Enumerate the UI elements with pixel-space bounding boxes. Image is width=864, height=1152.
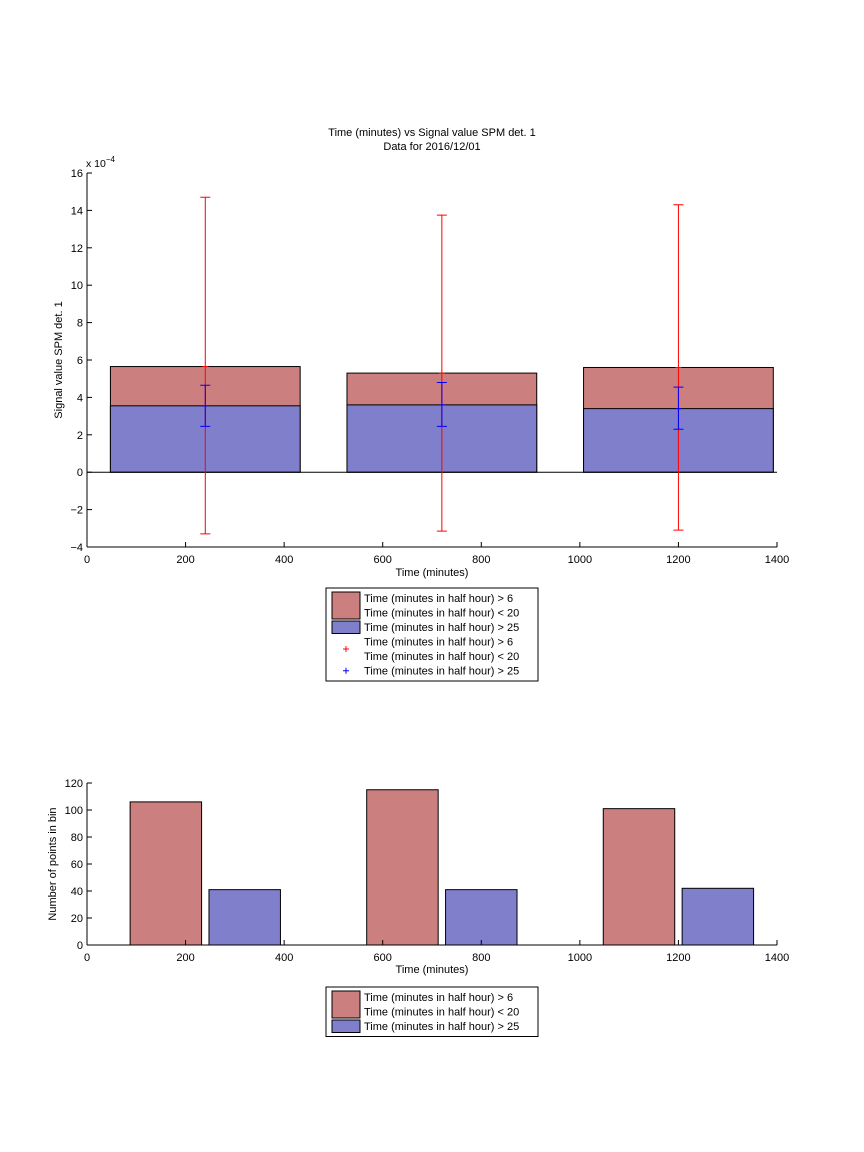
y-multiplier-base: x 10 [86, 158, 106, 170]
y-tick-label: 80 [71, 832, 83, 844]
bar [681, 887, 755, 946]
y-tick-label: 40 [71, 886, 83, 898]
x-tick-label: 400 [275, 952, 293, 964]
y-tick-label: 20 [71, 913, 83, 925]
x-tick-label: 800 [472, 952, 490, 964]
y-tick-label: 10 [71, 280, 83, 292]
bar [129, 801, 203, 946]
legend-label: Time (minutes in half hour) > 25 [364, 1021, 519, 1033]
y-tick-label: 0 [77, 940, 83, 952]
x-tick-label: 800 [472, 554, 490, 566]
y-tick-label: 8 [77, 318, 83, 330]
bar [445, 889, 518, 946]
y-tick-label: 4 [77, 392, 83, 404]
x-tick-label: 200 [176, 952, 194, 964]
legend-label: Time (minutes in half hour) > 6 [364, 593, 513, 605]
y-tick-label: 0 [77, 467, 83, 479]
x-tick-label: 1400 [765, 554, 789, 566]
bar [366, 789, 439, 946]
error-bar [673, 386, 684, 430]
error-bar [436, 381, 447, 427]
error-bar [200, 196, 211, 535]
count-chart: 0 200 400 600 800 1000 1200 1400 0 20 40 60 80 100 120… [47, 778, 789, 1037]
y-tick-label: 100 [65, 805, 83, 817]
bar [208, 889, 281, 946]
legend: Time (minutes in half hour) > 6 Time (min… [325, 986, 539, 1037]
plot-area: 0 200 400 600 800 1000 1200 1400 0 20 40 60 80 100 120 [65, 778, 790, 964]
x-tick-label: 1400 [765, 952, 789, 964]
legend-label: Time (minutes in half hour) > 6 [364, 992, 513, 1004]
x-tick-label: 1200 [666, 554, 690, 566]
chart-subtitle: Data for 2016/12/01 [383, 141, 480, 153]
x-tick-label: 0 [84, 952, 90, 964]
error-bar [436, 214, 447, 532]
y-tick-label: 6 [77, 355, 83, 367]
x-tick-label: 200 [176, 554, 194, 566]
legend-label: Time (minutes in half hour) > 6 [364, 637, 513, 649]
legend-swatch [331, 620, 361, 634]
legend-swatch [331, 990, 361, 1019]
x-tick-label: 1000 [568, 554, 592, 566]
y-tick-label: 12 [71, 243, 83, 255]
x-tick-label: 1000 [568, 952, 592, 964]
y-tick-label: 16 [71, 168, 83, 180]
y-multiplier: x 10−4 [86, 155, 116, 170]
x-axis-label: Time (minutes) [396, 964, 469, 976]
y-tick-label: 14 [71, 205, 83, 217]
x-tick-label: 0 [84, 554, 90, 566]
legend-label: Time (minutes in half hour) < 20 [364, 608, 519, 620]
y-tick-label: −2 [70, 505, 83, 517]
x-tick-label: 600 [374, 952, 392, 964]
legend-box [325, 587, 539, 682]
legend-label: Time (minutes in half hour) < 20 [364, 1007, 519, 1019]
x-axis-label: Time (minutes) [396, 567, 469, 579]
legend: Time (minutes in half hour) > 6 Time (min… [325, 587, 539, 682]
signal-chart: Time (minutes) vs Signal value SPM det. … [53, 127, 789, 682]
chart-title: Time (minutes) vs Signal value SPM det. … [328, 127, 535, 139]
legend-label: Time (minutes in half hour) > 25 [364, 622, 519, 634]
y-tick-label: 60 [71, 859, 83, 871]
plot-area: 0 200 400 600 800 1000 1200 1400 −4 −2 0 2 4 6 8 10 12 14… [70, 168, 789, 566]
legend-swatch [331, 591, 361, 620]
legend-box [325, 986, 539, 1037]
x-tick-label: 1200 [666, 952, 690, 964]
legend-label: Time (minutes in half hour) < 20 [364, 651, 519, 663]
y-multiplier-exponent: −4 [106, 155, 116, 164]
y-tick-label: 120 [65, 778, 83, 790]
y-tick-label: −4 [70, 542, 83, 554]
y-axis-label: Number of points in bin [47, 807, 59, 920]
y-tick-label: 2 [77, 430, 83, 442]
error-bar [200, 384, 211, 427]
legend-label: Time (minutes in half hour) > 25 [364, 666, 519, 678]
error-bar [673, 204, 684, 531]
legend-marker [343, 667, 349, 674]
legend-swatch [331, 1019, 361, 1033]
x-tick-label: 400 [275, 554, 293, 566]
x-tick-label: 600 [374, 554, 392, 566]
legend-marker [343, 646, 349, 652]
y-axis-label: Signal value SPM det. 1 [53, 301, 65, 418]
bar [602, 808, 676, 946]
